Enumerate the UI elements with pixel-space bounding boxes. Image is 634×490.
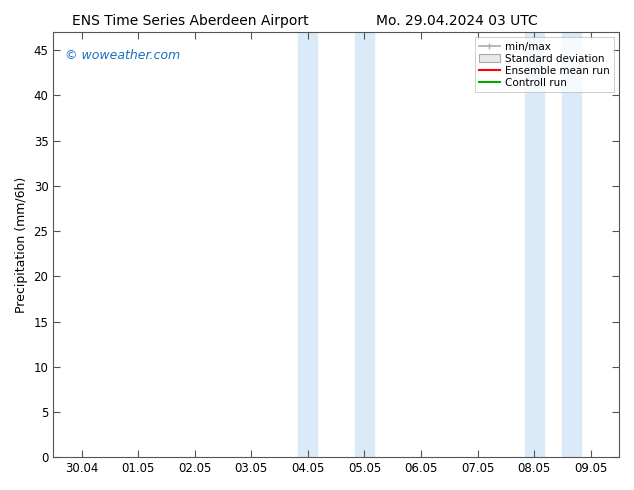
- Bar: [562, 32, 581, 457]
- Bar: [355, 32, 374, 457]
- Text: ENS Time Series Aberdeen Airport: ENS Time Series Aberdeen Airport: [72, 14, 309, 28]
- Y-axis label: Precipitation (mm/6h): Precipitation (mm/6h): [15, 176, 28, 313]
- Bar: [524, 32, 544, 457]
- Text: Mo. 29.04.2024 03 UTC: Mo. 29.04.2024 03 UTC: [375, 14, 538, 28]
- Bar: [298, 32, 318, 457]
- Text: © woweather.com: © woweather.com: [65, 49, 179, 62]
- Legend: min/max, Standard deviation, Ensemble mean run, Controll run: min/max, Standard deviation, Ensemble me…: [475, 37, 614, 92]
